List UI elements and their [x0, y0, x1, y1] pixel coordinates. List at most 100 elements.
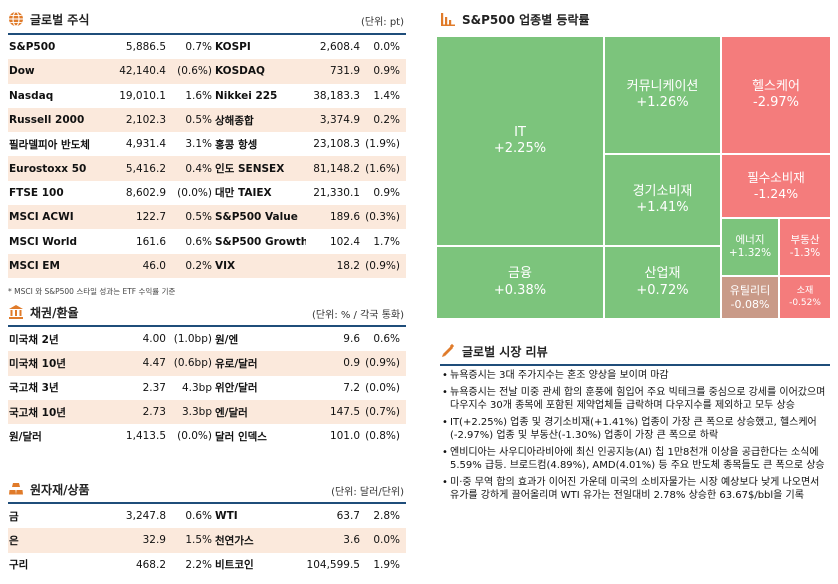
commodity-header: 원자재/상품 (단위: 달러/단위) — [8, 478, 406, 500]
bond-left-value: 4.00 — [142, 333, 166, 346]
stock-row: Nasdaq 19,010.1 1.6% Nikkei 225 38,183.3 1.4% — [8, 84, 406, 108]
commodity-left-change: 2.2% — [185, 558, 212, 571]
gold-bars-icon — [8, 481, 24, 497]
stock-right-change: 0.2% — [362, 107, 406, 133]
commodity-right-name: WTI — [215, 510, 238, 523]
bond-right-name: 원/엔 — [215, 333, 239, 346]
stock-left-change: 0.5% — [168, 205, 214, 230]
bond-right-change: (0.7%) — [362, 399, 406, 425]
stock-right-name: KOSDAQ — [214, 59, 306, 84]
bond-row: 미국채 10년 4.47 (0.6bp) 유로/달러 0.9 (0.9%) — [8, 351, 406, 376]
stock-row: MSCI World 161.6 0.6% S&P500 Growth 102.4 1.7… — [8, 229, 406, 253]
sector-cell-it: IT +2.25% — [436, 36, 604, 246]
bond-right-value: 101.0 — [329, 430, 360, 443]
bond-row: 국고채 10년 2.73 3.3bp 엔/달러 147.5 (0.7%) — [8, 399, 406, 425]
stock-unit: (단위: pt) — [360, 17, 404, 28]
stock-header: 글로벌 주식 (단위: pt) — [8, 8, 406, 30]
sector-treemap: IT +2.25% 금융 +0.38% 커뮤니케이션 +1.26% 경기소비재 +1.4… — [436, 36, 831, 319]
stock-row: Eurostoxx 50 5,416.2 0.4% 인도 SENSEX 81,148.2… — [8, 156, 406, 181]
stock-left-name: FTSE 100 — [9, 186, 64, 199]
stock-right-value: 21,330.1 — [313, 186, 360, 199]
stock-right-value: 2,608.4 — [319, 41, 360, 54]
stock-right-change: 1.4% — [373, 89, 400, 102]
stock-right-value: 38,183.3 — [313, 89, 360, 102]
stock-left-name: 필라델피아 반도체 — [9, 138, 90, 151]
stock-left-name: MSCI World — [9, 235, 77, 248]
bond-row: 미국채 2년 4.00 (1.0bp) 원/엔 9.6 0.6% — [8, 327, 406, 351]
stock-left-name: Eurostoxx 50 — [8, 156, 106, 181]
stock-right-value: 81,148.2 — [306, 156, 362, 181]
pencil-icon — [440, 343, 456, 359]
stock-right-name: S&P500 Value — [214, 205, 306, 230]
commodity-title: 원자재/상품 — [30, 482, 90, 497]
bond-left-name: 미국채 10년 — [8, 351, 106, 376]
sector-cell-consumer-discretionary: 경기소비재 +1.41% — [604, 154, 721, 246]
bank-icon — [8, 304, 24, 320]
stock-right-name: 인도 SENSEX — [214, 156, 306, 181]
bond-right-change: (0.0%) — [365, 381, 400, 394]
sector-cell-materials: 소재 -0.52% — [779, 276, 831, 319]
commodity-right-value: 104,599.5 — [306, 558, 360, 571]
review-topline — [440, 364, 830, 366]
review-item: 뉴욕증시는 전날 미중 관세 합의 훈풍에 힘입어 주요 빅테크를 중심으로 강… — [442, 386, 830, 413]
sector-header: S&P500 업종별 등락률 — [440, 8, 830, 30]
commodity-left-change: 1.5% — [168, 528, 214, 553]
commodity-right-name: 비트코인 — [215, 559, 254, 572]
commodity-table: 금 3,247.8 0.6% WTI 63.7 2.8% 은 32.9 1.5% 천연가스 3.6 0… — [8, 504, 406, 577]
bond-right-value: 147.5 — [306, 399, 362, 425]
stock-left-change: 0.5% — [168, 107, 214, 133]
stock-right-name: 대만 TAIEX — [215, 187, 272, 200]
stock-right-change: 0.9% — [373, 186, 400, 199]
bond-row: 국고채 3년 2.37 4.3bp 위안/달러 7.2 (0.0%) — [8, 376, 406, 400]
bond-left-change: 4.3bp — [181, 381, 212, 394]
bond-right-name: 위안/달러 — [215, 382, 258, 395]
commodity-left-value: 468.2 — [135, 558, 166, 571]
commodity-right-value: 3.6 — [306, 528, 362, 553]
review-item: 뉴욕증시는 3대 주가지수는 혼조 양상을 보이며 마감 — [442, 369, 830, 383]
bond-right-change: (0.9%) — [362, 351, 406, 376]
stock-left-value: 161.6 — [135, 235, 166, 248]
bond-left-value: 2.37 — [142, 381, 166, 394]
stock-right-value: 23,108.3 — [313, 138, 360, 151]
stock-row: MSCI ACWI 122.7 0.5% S&P500 Value 189.6 (0.3%… — [8, 205, 406, 230]
stock-left-value: 42,140.4 — [106, 59, 168, 84]
commodity-left-value: 32.9 — [106, 528, 168, 553]
stock-right-change: (0.9%) — [362, 253, 406, 278]
sector-cell-industrials: 산업재 +0.72% — [604, 246, 721, 319]
stock-left-value: 8,602.9 — [125, 186, 166, 199]
sector-cell-financials: 금융 +0.38% — [436, 246, 604, 319]
bond-left-change: 3.3bp — [168, 399, 214, 425]
bond-left-value: 1,413.5 — [125, 430, 166, 443]
commodity-row: 은 32.9 1.5% 천연가스 3.6 0.0% — [8, 528, 406, 553]
commodity-right-change: 2.8% — [373, 510, 400, 523]
stock-row: S&P500 5,886.5 0.7% KOSPI 2,608.4 0.0% — [8, 35, 406, 59]
stock-left-name: MSCI ACWI — [8, 205, 106, 230]
review-header: 글로벌 시장 리뷰 — [440, 340, 830, 362]
bond-table: 미국채 2년 4.00 (1.0bp) 원/엔 9.6 0.6% 미국채 10년 4.47 (0… — [8, 327, 406, 448]
stock-left-value: 5,416.2 — [106, 156, 168, 181]
bond-left-value: 4.47 — [106, 351, 168, 376]
stock-topline — [8, 33, 406, 35]
stock-right-name: S&P500 Growth — [215, 235, 306, 248]
stock-left-change: 0.6% — [185, 235, 212, 248]
stock-right-value: 189.6 — [306, 205, 362, 230]
commodity-right-change: 0.0% — [362, 528, 406, 553]
globe-icon — [8, 11, 24, 27]
stock-row: FTSE 100 8,602.9 (0.0%) 대만 TAIEX 21,330.1 0.9… — [8, 181, 406, 205]
stock-row: Russell 2000 2,102.3 0.5% 상해종합 3,374.9 0.2% — [8, 107, 406, 133]
stock-right-value: 102.4 — [329, 235, 360, 248]
stock-right-change: 1.7% — [373, 235, 400, 248]
bond-right-name: 유로/달러 — [214, 351, 306, 376]
stock-left-change: (0.0%) — [177, 186, 212, 199]
review-list: 뉴욕증시는 3대 주가지수는 혼조 양상을 보이며 마감 뉴욕증시는 전날 미중… — [442, 369, 830, 506]
stock-title: 글로벌 주식 — [30, 12, 90, 27]
bond-left-name: 국고채 10년 — [8, 399, 106, 425]
stock-left-value: 2,102.3 — [106, 107, 168, 133]
stock-right-value: 18.2 — [306, 253, 362, 278]
stock-left-change: 1.6% — [185, 89, 212, 102]
bond-left-change: (1.0bp) — [173, 333, 212, 346]
sector-title: S&P500 업종별 등락률 — [462, 12, 590, 27]
commodity-topline — [8, 502, 406, 504]
commodity-left-change: 0.6% — [185, 510, 212, 523]
stock-right-name: KOSPI — [215, 41, 251, 54]
